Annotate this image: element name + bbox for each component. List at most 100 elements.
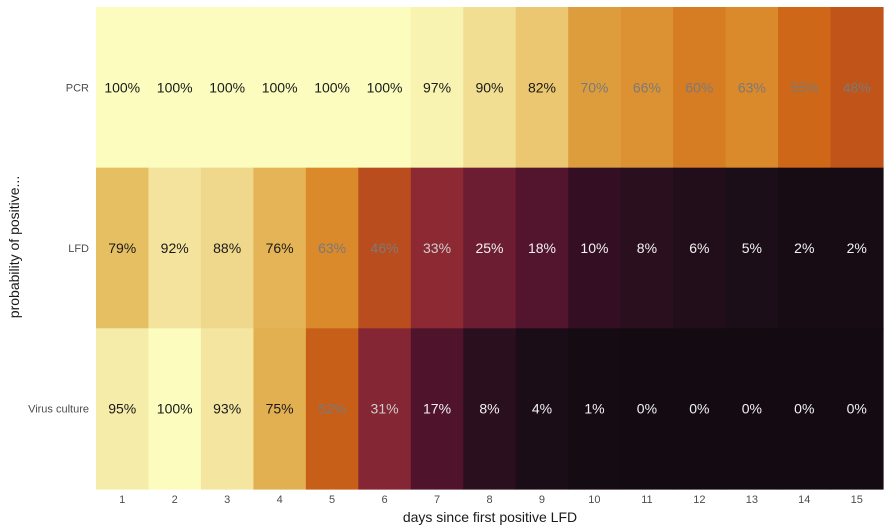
cell-value-label: 0% — [689, 401, 709, 417]
cell-value-label: 90% — [475, 79, 503, 95]
heatmap-cell — [620, 328, 674, 490]
cell-value-label: 76% — [266, 240, 294, 256]
heatmap-cell — [778, 7, 832, 169]
cell-value-label: 97% — [423, 79, 451, 95]
heatmap-cell — [96, 167, 150, 329]
x-tick-label: 6 — [382, 494, 388, 506]
cell-value-label: 33% — [423, 240, 451, 256]
cell-value-label: 4% — [532, 401, 552, 417]
cell-value-label: 60% — [685, 79, 713, 95]
heatmap-cell — [358, 328, 412, 490]
heatmap-cell — [673, 328, 727, 490]
heatmap-cell — [253, 328, 307, 490]
x-tick-label: 14 — [798, 494, 810, 506]
heatmap-cell — [96, 7, 150, 169]
x-tick-label: 2 — [172, 494, 178, 506]
y-axis-title: probability of positive... — [6, 176, 22, 318]
x-tick-label: 11 — [641, 494, 652, 506]
heatmap-cell — [305, 7, 359, 169]
heatmap-cell — [515, 167, 569, 329]
cell-value-label: 0% — [637, 401, 657, 417]
cell-value-label: 100% — [209, 79, 245, 95]
cell-value-label: 88% — [213, 240, 241, 256]
heatmap-cell — [620, 167, 674, 329]
cell-value-label: 2% — [794, 240, 814, 256]
cell-value-label: 100% — [157, 79, 193, 95]
heatmap-cell — [568, 328, 622, 490]
heatmap-cell — [148, 7, 202, 169]
heatmap-cell — [463, 328, 517, 490]
heatmap-cell — [568, 7, 622, 169]
cell-value-label: 8% — [637, 240, 657, 256]
x-axis-ticks: 1 2 3 4 5 6 7 8 9 10 11 12 13 14 15 — [119, 494, 863, 506]
cell-value-label: 17% — [423, 401, 451, 417]
cell-value-label: 52% — [318, 401, 346, 417]
cell-value-label: 75% — [266, 401, 294, 417]
cell-value-label: 2% — [847, 240, 867, 256]
heatmap-cell — [515, 328, 569, 490]
heatmap-cell — [725, 7, 779, 169]
cell-value-label: 0% — [742, 401, 762, 417]
cell-value-label: 6% — [689, 240, 709, 256]
heatmap-cell — [148, 328, 202, 490]
heatmap-cells — [96, 7, 884, 490]
cell-value-label: 0% — [847, 401, 867, 417]
cell-value-label: 0% — [794, 401, 814, 417]
heatmap-cell — [830, 328, 884, 490]
cell-value-label: 100% — [262, 79, 298, 95]
cell-value-label: 18% — [528, 240, 556, 256]
cell-value-label: 63% — [738, 79, 766, 95]
heatmap-cell — [410, 167, 464, 329]
heatmap-cell — [358, 167, 412, 329]
heatmap-cell — [830, 167, 884, 329]
x-axis-title: days since first positive LFD — [403, 509, 577, 525]
heatmap-cell — [463, 167, 517, 329]
x-tick-label: 5 — [329, 494, 335, 506]
x-tick-label: 7 — [434, 494, 440, 506]
x-tick-label: 15 — [851, 494, 863, 506]
x-tick-label: 4 — [277, 494, 283, 506]
heatmap-cell — [620, 7, 674, 169]
x-tick-label: 1 — [119, 494, 125, 506]
heatmap-cell — [673, 167, 727, 329]
heatmap-cell — [778, 328, 832, 490]
heatmap-cell — [410, 7, 464, 169]
cell-value-label: 63% — [318, 240, 346, 256]
cell-value-label: 100% — [157, 401, 193, 417]
heatmap-cell — [148, 167, 202, 329]
heatmap-value-labels: 100% 100% 100% 100% 100% 100% 97% 90% 82% 70% 66% 6… — [104, 79, 870, 416]
heatmap-cell — [200, 167, 254, 329]
heatmap-cell — [358, 7, 412, 169]
x-tick-label: 9 — [539, 494, 545, 506]
cell-value-label: 5% — [742, 240, 762, 256]
cell-value-label: 55% — [790, 79, 818, 95]
cell-value-label: 100% — [367, 79, 403, 95]
y-axis-ticks: PCR LFD Virus culture — [28, 82, 89, 415]
heatmap-cell — [200, 7, 254, 169]
cell-value-label: 100% — [314, 79, 350, 95]
heatmap-cell — [253, 167, 307, 329]
cell-value-label: 100% — [104, 79, 140, 95]
cell-value-label: 46% — [371, 240, 399, 256]
y-tick-label: Virus culture — [28, 404, 89, 416]
heatmap-cell — [725, 167, 779, 329]
heatmap-cell — [253, 7, 307, 169]
cell-value-label: 1% — [584, 401, 604, 417]
cell-value-label: 93% — [213, 401, 241, 417]
heatmap-cell — [305, 328, 359, 490]
heatmap-cell — [568, 167, 622, 329]
cell-value-label: 10% — [580, 240, 608, 256]
heatmap-cell — [830, 7, 884, 169]
cell-value-label: 8% — [479, 401, 499, 417]
cell-value-label: 31% — [371, 401, 399, 417]
heatmap-cell — [673, 7, 727, 169]
cell-value-label: 48% — [843, 79, 871, 95]
x-tick-label: 13 — [746, 494, 758, 506]
x-tick-label: 10 — [588, 494, 600, 506]
cell-value-label: 70% — [580, 79, 608, 95]
cell-value-label: 25% — [475, 240, 503, 256]
heatmap-cell — [96, 328, 150, 490]
y-tick-label: PCR — [66, 82, 89, 94]
heatmap-cell — [778, 167, 832, 329]
